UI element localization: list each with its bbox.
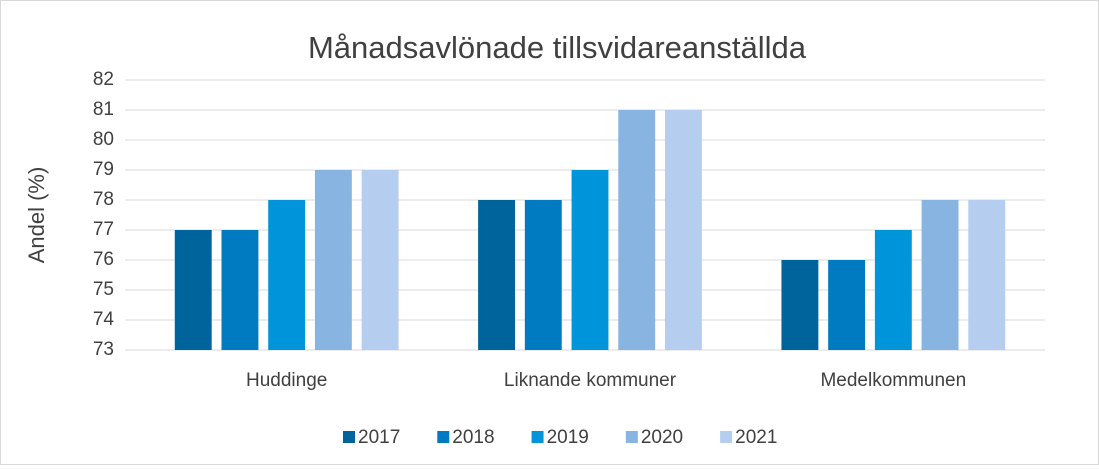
bar	[921, 200, 959, 350]
legend-label: 2019	[547, 427, 589, 448]
legend-label: 2020	[641, 427, 683, 448]
y-tick-label: 78	[93, 189, 114, 210]
x-tick-label: Medelkommunen	[820, 370, 966, 391]
legend-label: 2017	[358, 427, 400, 448]
legend-swatch	[720, 431, 733, 443]
bar	[664, 110, 702, 350]
bar	[524, 200, 562, 350]
y-tick-label: 82	[93, 69, 114, 90]
bar	[268, 200, 306, 350]
bar	[361, 170, 399, 350]
y-tick-label: 81	[93, 99, 114, 120]
y-tick-label: 75	[93, 279, 114, 300]
bar	[221, 230, 259, 350]
x-tick-label: Huddinge	[246, 370, 327, 391]
y-tick-label: 80	[93, 129, 114, 150]
bar	[174, 230, 212, 350]
x-tick-label: Liknande kommuner	[504, 370, 677, 391]
y-tick-label: 76	[93, 249, 114, 270]
legend-label: 2018	[452, 427, 494, 448]
bar	[781, 260, 819, 350]
bar	[968, 200, 1006, 350]
y-tick-label: 74	[93, 309, 115, 330]
bar	[478, 200, 516, 350]
bar	[828, 260, 866, 350]
y-axis-label: Andel (%)	[24, 167, 49, 264]
legend-swatch	[531, 431, 544, 443]
legend-swatch	[437, 431, 450, 443]
legend-swatch	[343, 431, 355, 443]
y-tick-label: 77	[93, 219, 114, 240]
bar	[618, 110, 656, 350]
y-tick-label: 73	[93, 339, 114, 360]
bar	[314, 170, 352, 350]
bar	[874, 230, 912, 350]
legend-label: 2021	[735, 427, 777, 448]
chart-title: Månadsavlönade tillsvidareanställda	[308, 30, 807, 65]
y-tick-label: 79	[93, 159, 114, 180]
bar	[571, 170, 609, 350]
legend-swatch	[625, 431, 638, 443]
